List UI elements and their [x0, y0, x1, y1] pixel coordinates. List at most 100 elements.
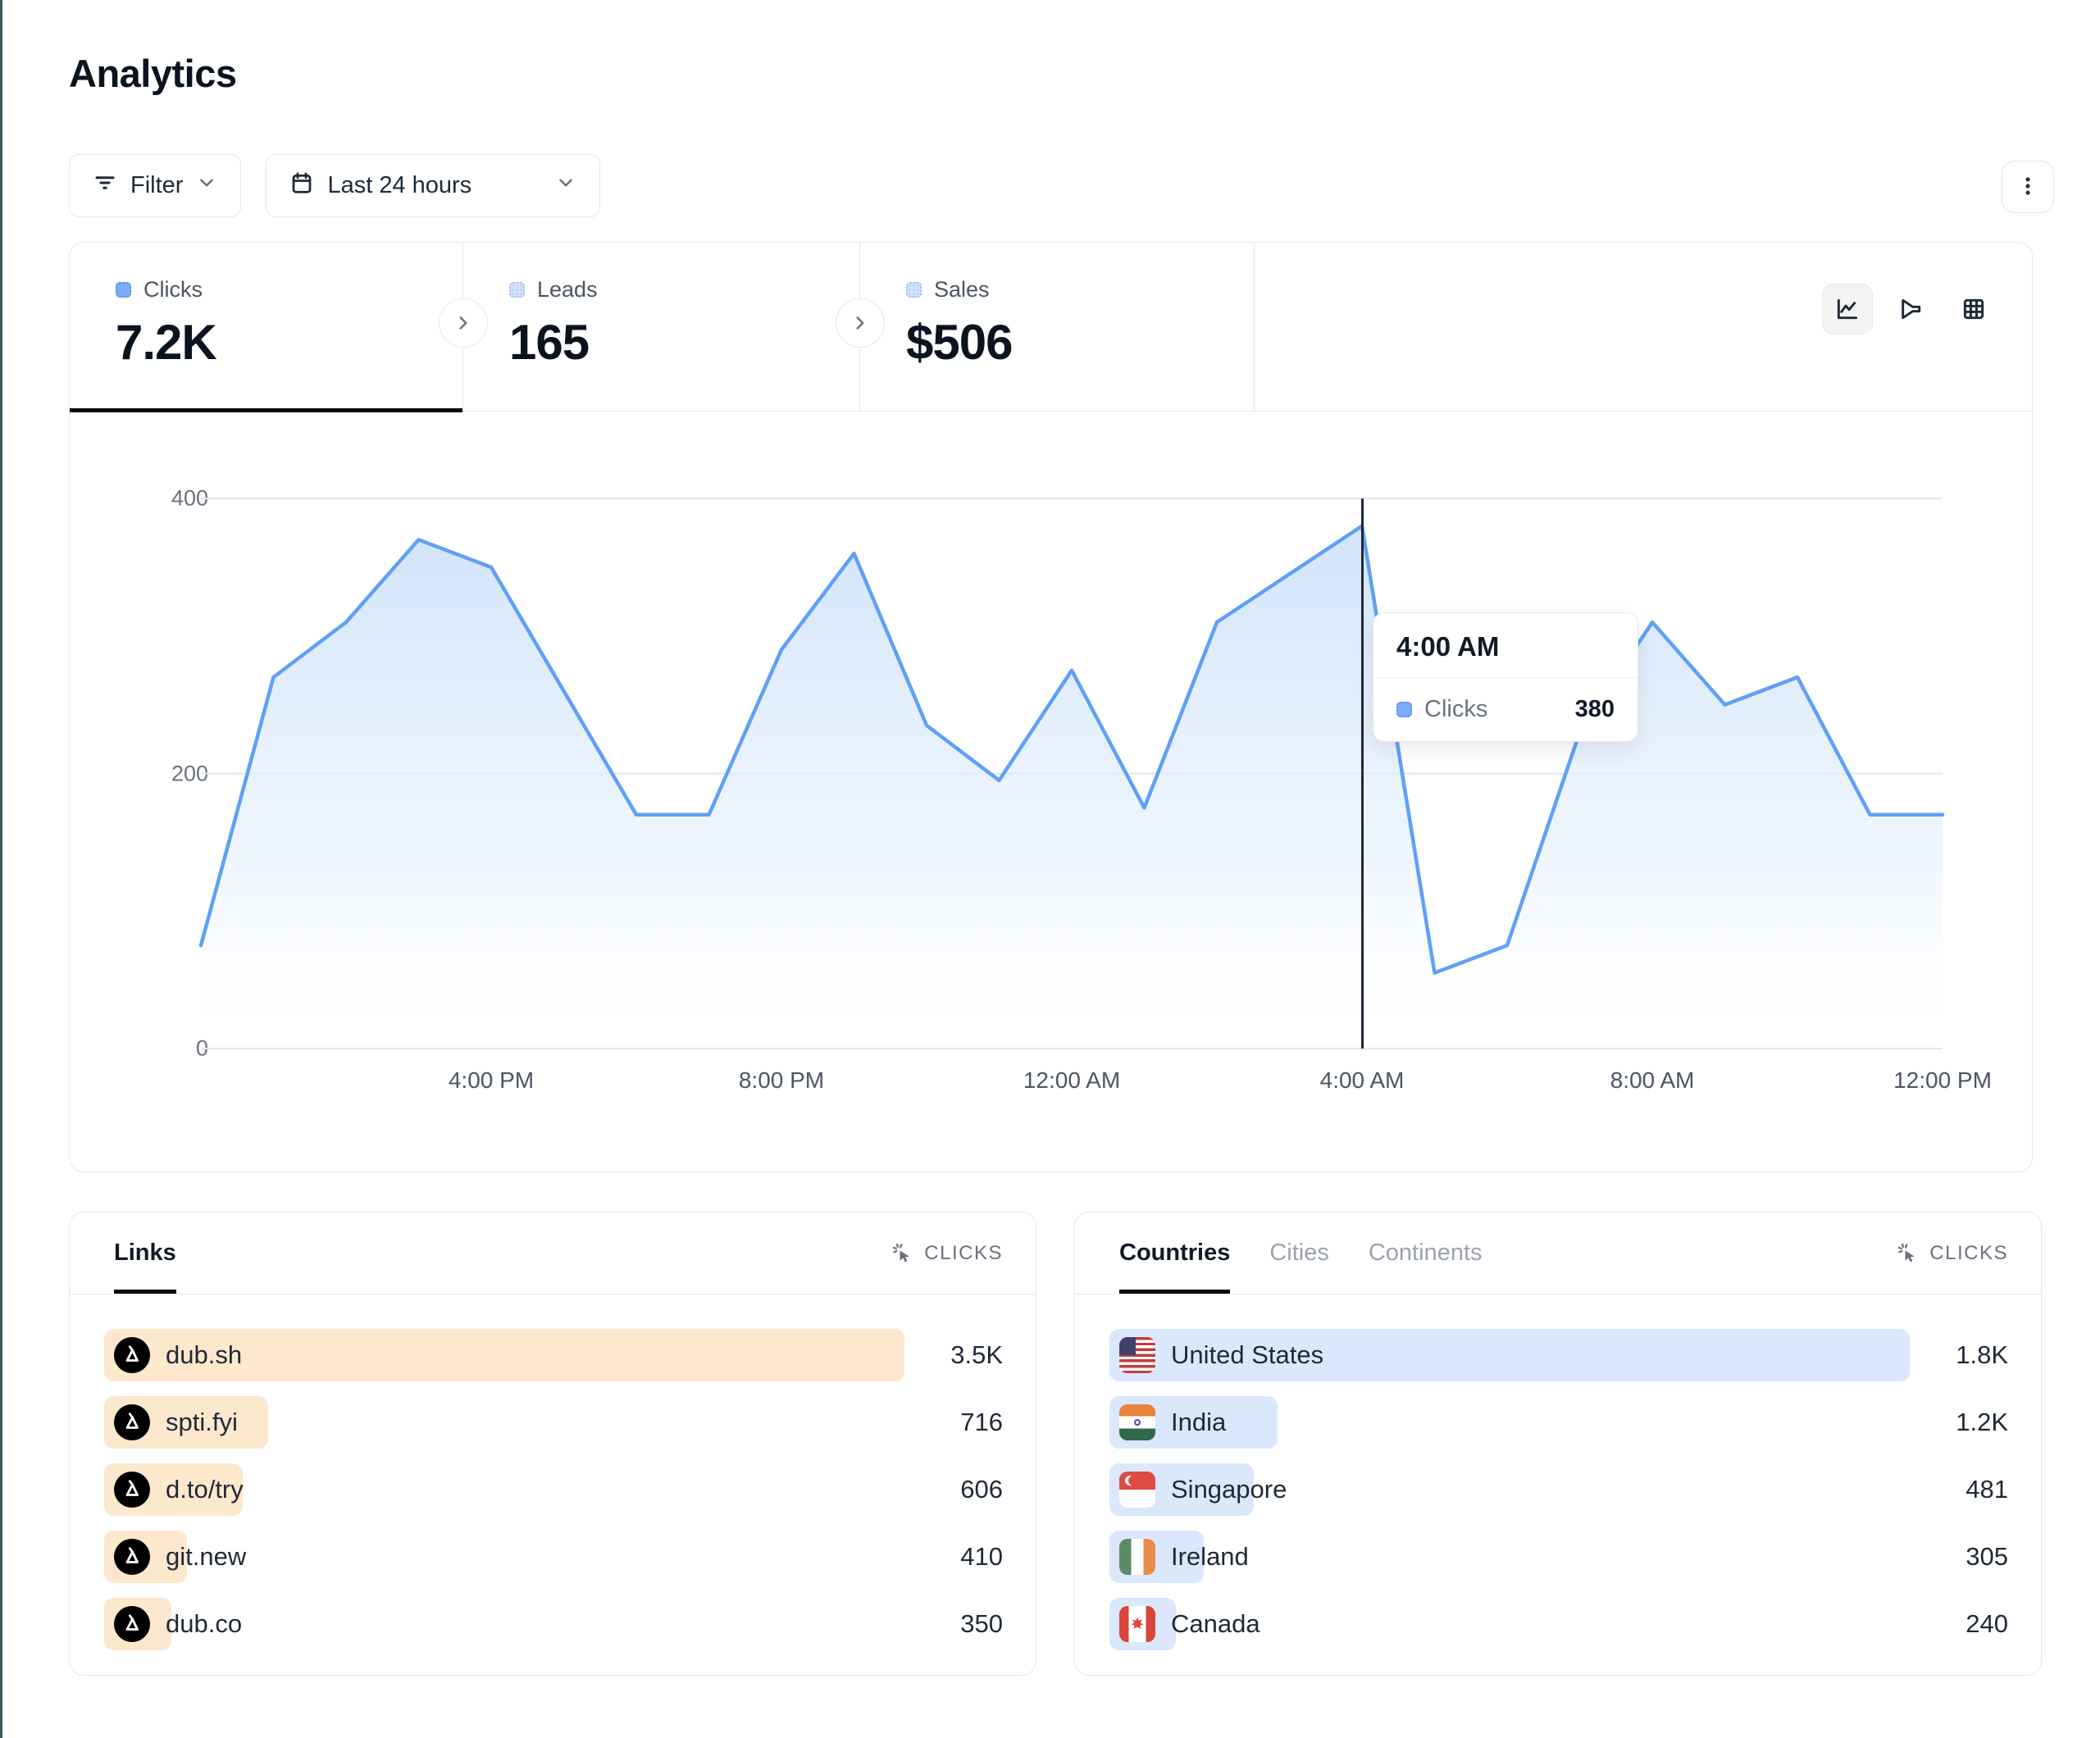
dub-logo-icon [114, 1472, 150, 1508]
calendar-icon [289, 171, 314, 202]
us-flag-icon [1119, 1337, 1155, 1373]
chart-tooltip: 4:00 AM Clicks 380 [1373, 612, 1638, 742]
row-value: 410 [960, 1542, 1003, 1571]
metric-tabs: Clicks 7.2K Leads 165 Sales $506 [70, 243, 2032, 412]
countries-metric-header[interactable]: CLICKS [1897, 1213, 2008, 1294]
sales-legend-swatch [906, 282, 922, 298]
tooltip-series-swatch [1396, 702, 1412, 717]
hover-rule [1361, 498, 1364, 1049]
links-panel: Links CLICKS dub.sh 3.5K spti.fyi 716 d.to/t… [69, 1212, 1036, 1676]
chevron-right-icon [459, 316, 467, 330]
clicks-value: 7.2K [116, 315, 217, 370]
chevron-right-icon [856, 316, 864, 330]
date-range-label: Last 24 hours [327, 172, 472, 198]
table-row[interactable]: Ireland 305 [1109, 1531, 2008, 1583]
countries-panel: Countries Cities Continents CLICKS United … [1074, 1212, 2042, 1676]
row-value: 240 [1966, 1609, 2008, 1638]
table-row[interactable]: United States 1.8K [1109, 1329, 2008, 1381]
table-row[interactable]: dub.co 350 [104, 1598, 1003, 1650]
table-view-button[interactable] [1948, 284, 1999, 334]
value-bar [1109, 1329, 1910, 1381]
window-edge [0, 0, 2, 1738]
funnel-chart-view-button[interactable] [1885, 284, 1936, 334]
tab-clicks[interactable]: Clicks 7.2K [70, 243, 462, 412]
ca-flag-icon [1119, 1606, 1155, 1642]
tab-links[interactable]: Links [114, 1213, 176, 1294]
row-value: 1.2K [1956, 1408, 2008, 1436]
row-value: 716 [960, 1408, 1003, 1436]
clicks-label: Clicks [143, 277, 203, 302]
dub-logo-icon [114, 1404, 150, 1440]
table-row[interactable]: spti.fyi 716 [104, 1396, 1003, 1449]
leads-label: Leads [537, 277, 598, 302]
tab-countries[interactable]: Countries [1119, 1213, 1230, 1294]
filter-button[interactable]: Filter [69, 154, 242, 217]
row-label: dub.sh [166, 1340, 243, 1369]
leads-legend-swatch [509, 282, 525, 298]
filter-button-label: Filter [130, 172, 184, 198]
expand-clicks-leads-button[interactable] [439, 298, 488, 348]
tab-sales[interactable]: Sales $506 [859, 243, 1255, 411]
tooltip-series-name: Clicks [1424, 696, 1488, 722]
chart-type-switcher [1822, 284, 1999, 334]
clicks-line [198, 524, 1945, 975]
area-fill [201, 525, 1943, 1049]
clicks-legend-swatch [116, 282, 131, 298]
table-grid-icon [1963, 298, 1984, 320]
x-tick-label: 8:00 PM [738, 1067, 825, 1093]
row-value: 3.5K [950, 1340, 1003, 1369]
table-row[interactable]: India 1.2K [1109, 1396, 2008, 1449]
table-row[interactable]: Singapore 481 [1109, 1463, 2008, 1516]
chevron-down-icon [196, 172, 217, 200]
table-row[interactable]: d.to/try 606 [104, 1463, 1003, 1516]
kebab-menu-icon [2016, 174, 2040, 201]
chart-plot [198, 498, 1945, 1049]
countries-rows: United States 1.8K India 1.2K Singapore 481 Ir… [1075, 1294, 2041, 1650]
cursor-click-icon [1898, 1243, 1916, 1262]
sg-flag-icon [1119, 1472, 1155, 1508]
links-metric-header[interactable]: CLICKS [891, 1213, 1003, 1294]
row-label: d.to/try [166, 1475, 244, 1504]
row-label: Canada [1171, 1609, 1260, 1638]
row-label: India [1171, 1408, 1227, 1436]
row-value: 305 [1966, 1542, 2008, 1571]
row-value: 1.8K [1956, 1340, 2008, 1369]
countries-metric-header-label: CLICKS [1929, 1241, 2008, 1264]
date-range-button[interactable]: Last 24 hours [266, 154, 601, 217]
analytics-card: Clicks 7.2K Leads 165 Sales $506 [69, 242, 2033, 1172]
line-chart-view-button[interactable] [1822, 284, 1873, 334]
row-label: dub.co [166, 1609, 243, 1638]
x-tick-label: 12:00 PM [1893, 1067, 1992, 1093]
tooltip-time: 4:00 AM [1373, 613, 1638, 678]
row-value: 606 [960, 1475, 1003, 1504]
row-label: Singapore [1171, 1475, 1287, 1504]
funnel-chart-icon [1902, 298, 1921, 320]
sales-value: $506 [906, 315, 1013, 370]
dub-logo-icon [114, 1337, 150, 1373]
dub-logo-icon [114, 1606, 150, 1642]
ie-flag-icon [1119, 1539, 1155, 1575]
x-tick-label: 12:00 AM [1023, 1067, 1121, 1093]
tab-cities[interactable]: Cities [1269, 1240, 1329, 1266]
x-tick-label: 8:00 AM [1610, 1067, 1695, 1093]
row-label: spti.fyi [166, 1408, 238, 1436]
more-options-button[interactable] [2002, 161, 2054, 213]
table-row[interactable]: Canada 240 [1109, 1598, 2008, 1650]
chevron-down-icon [555, 172, 576, 200]
table-row[interactable]: git.new 410 [104, 1531, 1003, 1583]
x-tick-label: 4:00 PM [448, 1067, 535, 1093]
dub-logo-icon [114, 1539, 150, 1575]
expand-leads-sales-button[interactable] [836, 298, 885, 348]
links-rows: dub.sh 3.5K spti.fyi 716 d.to/try 606 git.new 4… [70, 1294, 1036, 1650]
line-chart-icon [1837, 298, 1858, 320]
in-flag-icon [1119, 1404, 1155, 1440]
tooltip-value: 380 [1574, 696, 1615, 722]
table-row[interactable]: dub.sh 3.5K [104, 1329, 1003, 1381]
tab-leads[interactable]: Leads 165 [462, 243, 859, 411]
filter-icon [93, 171, 117, 202]
leads-value: 165 [509, 315, 590, 370]
tab-continents[interactable]: Continents [1368, 1240, 1483, 1266]
row-label: United States [1171, 1340, 1324, 1369]
toolbar: Filter Last 24 hours [69, 154, 601, 217]
